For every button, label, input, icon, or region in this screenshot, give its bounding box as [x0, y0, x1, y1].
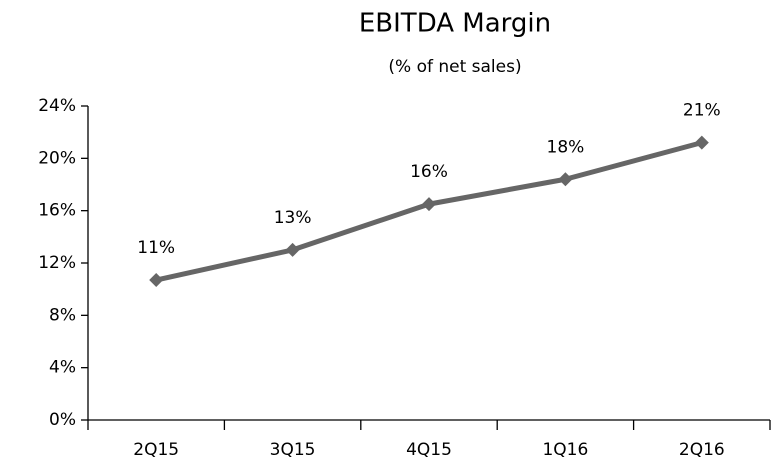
chart-subtitle: (% of net sales) — [388, 57, 521, 77]
data-label: 18% — [547, 137, 585, 157]
y-tick-label: 0% — [49, 410, 76, 430]
y-tick-label: 12% — [38, 253, 76, 273]
y-tick-label: 24% — [38, 96, 76, 116]
y-tick-label: 16% — [38, 201, 76, 221]
data-label: 16% — [410, 162, 448, 182]
marker — [558, 172, 573, 187]
x-tick-label: 3Q15 — [270, 440, 316, 460]
x-tick-label: 2Q16 — [679, 440, 725, 460]
data-label: 13% — [274, 208, 312, 228]
y-tick-label: 4% — [49, 358, 76, 378]
marker — [285, 242, 300, 257]
data-label: 21% — [683, 101, 721, 121]
data-label: 11% — [137, 238, 175, 258]
marker — [149, 273, 164, 288]
x-tick-label: 4Q15 — [406, 440, 452, 460]
marker — [694, 135, 709, 150]
y-tick-label: 8% — [49, 305, 76, 325]
y-tick-label: 20% — [38, 148, 76, 168]
x-tick-label: 1Q16 — [542, 440, 588, 460]
chart-title: EBITDA Margin — [359, 9, 551, 39]
marker — [422, 197, 436, 212]
x-tick-label: 2Q15 — [133, 440, 179, 460]
